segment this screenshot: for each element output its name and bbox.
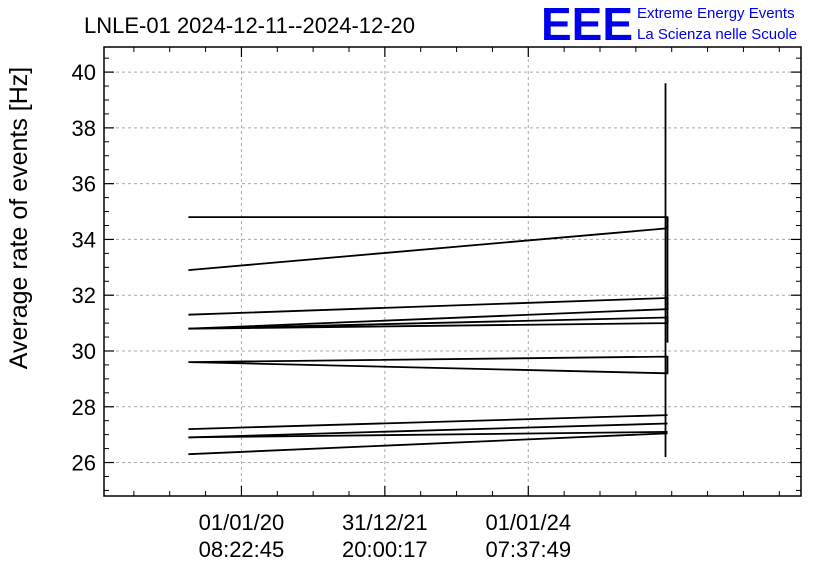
x-tick-label-date: 31/12/21 [342,510,428,535]
eee-logo: EEE Extreme Energy Events La Scienza nel… [541,0,797,50]
x-tick-label-time: 07:37:49 [485,537,571,562]
series-line-5 [188,414,668,430]
y-tick-label: 34 [72,227,96,252]
grid [104,47,801,496]
y-tick-label: 28 [72,395,96,420]
eee-logo-line2: La Scienza nelle Scuole [637,26,797,43]
y-tick-label: 38 [72,116,96,141]
y-tick-label: 36 [72,172,96,197]
x-tick-label-time: 08:22:45 [199,537,285,562]
x-tick-label-date: 01/01/24 [485,510,571,535]
y-tick-label: 32 [72,283,96,308]
series-line-7 [188,431,668,439]
eee-logo-line1: Extreme Energy Events [637,5,795,22]
axis-ticks [104,47,801,496]
series-line-6 [188,422,668,439]
series-group [188,83,669,457]
x-tick-label-date: 01/01/20 [199,510,285,535]
chart-title: LNLE-01 2024-12-11--2024-12-20 [84,13,415,38]
y-axis-label: Average rate of events [Hz] [5,67,33,369]
eee-logo-mark: EEE [541,0,633,50]
x-tick-label-time: 20:00:17 [342,537,428,562]
plot-frame [103,46,802,497]
series-line-8 [188,432,668,456]
series-line-4 [188,355,669,375]
y-tick-label: 40 [72,60,96,85]
y-tick-label: 26 [72,451,96,476]
y-tick-label: 30 [72,339,96,364]
